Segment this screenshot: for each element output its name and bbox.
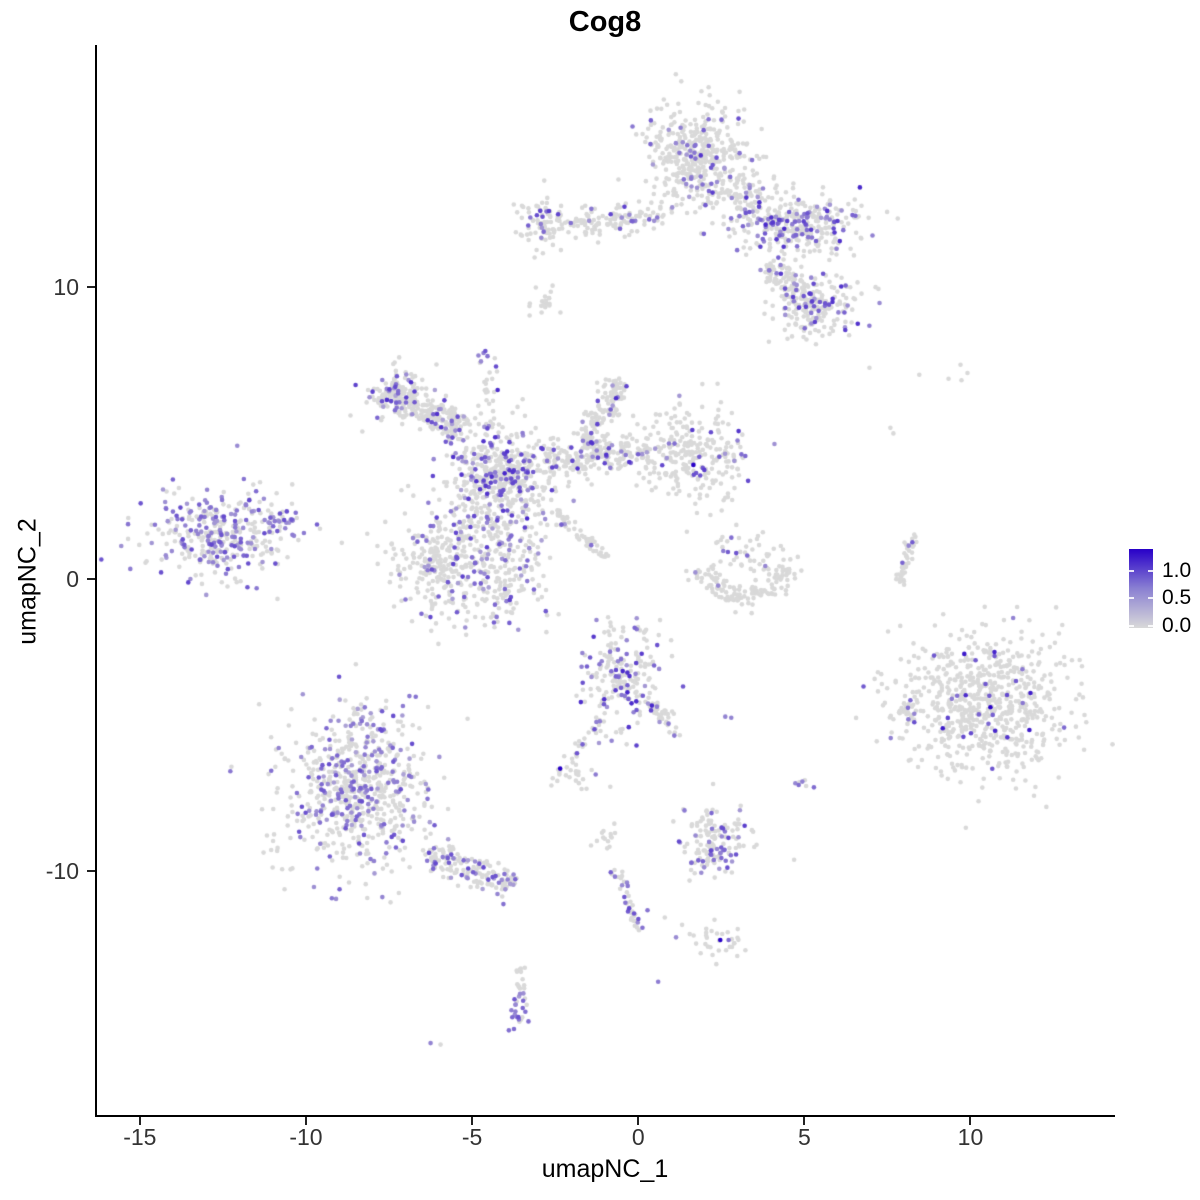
x-tick-mark xyxy=(138,1117,141,1125)
y-tick-mark xyxy=(87,869,95,872)
x-axis-title: umapNC_1 xyxy=(541,1155,669,1183)
legend-tick-mark xyxy=(1148,624,1153,627)
legend-tick-mark xyxy=(1129,596,1134,599)
plot-panel xyxy=(95,45,1115,1117)
legend-tick-mark xyxy=(1148,570,1153,573)
x-tick-mark xyxy=(471,1117,474,1125)
y-axis-title: umapNC_2 xyxy=(13,518,42,645)
x-tick-mark xyxy=(304,1117,307,1125)
x-tick-label: -15 xyxy=(123,1124,157,1150)
umap-scatter-canvas xyxy=(97,45,1115,1115)
legend-tick-mark xyxy=(1148,596,1153,599)
legend-label-low: 0.0 xyxy=(1162,613,1192,637)
legend-gradient-bar xyxy=(1129,549,1153,628)
x-tick-mark xyxy=(969,1117,972,1125)
y-tick-label: 10 xyxy=(53,273,79,300)
x-tick-mark xyxy=(637,1117,640,1125)
x-tick-label: 5 xyxy=(797,1124,811,1150)
x-tick-label: -10 xyxy=(289,1124,323,1150)
legend-tick-mark xyxy=(1129,570,1134,573)
plot-title: Cog8 xyxy=(568,6,642,38)
x-tick-mark xyxy=(803,1117,806,1125)
legend-tick-mark xyxy=(1129,624,1134,627)
x-tick-label: 10 xyxy=(957,1124,984,1150)
x-tick-label: -5 xyxy=(461,1124,483,1150)
legend-label-mid: 0.5 xyxy=(1162,585,1192,609)
legend-label-high: 1.0 xyxy=(1162,559,1192,583)
x-tick-label: 0 xyxy=(631,1124,645,1150)
y-tick-label: 0 xyxy=(66,565,79,592)
y-tick-mark xyxy=(87,577,95,580)
y-tick-mark xyxy=(87,285,95,288)
y-tick-label: -10 xyxy=(45,857,79,884)
